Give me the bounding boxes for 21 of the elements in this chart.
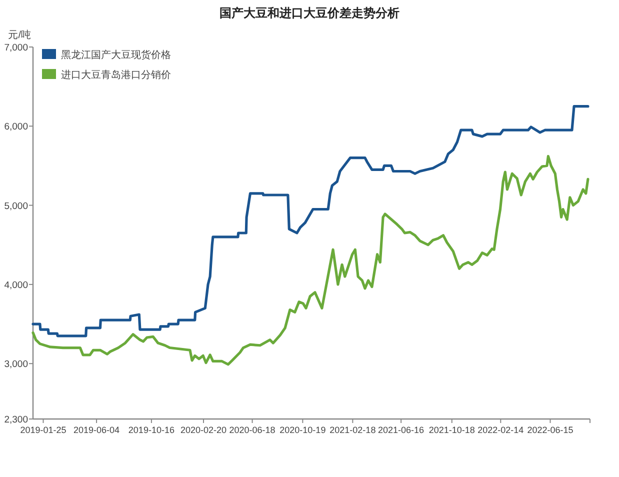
x-tick-label: 2020-02-20 <box>180 425 227 435</box>
x-tick-label: 2022-06-15 <box>527 425 574 435</box>
y-tick-label: 3,000 <box>4 359 28 370</box>
x-tick-label: 2020-06-18 <box>229 425 276 435</box>
x-tick-label: 2019-06-04 <box>74 425 120 435</box>
y-tick-label: 4,000 <box>4 280 28 291</box>
y-tick-label: 7,000 <box>4 42 28 54</box>
x-tick-label: 2019-10-16 <box>128 425 174 435</box>
chart-title: 国产大豆和进口大豆价差走势分析 <box>220 6 400 20</box>
y-tick-label: 5,000 <box>4 200 28 212</box>
x-tick-label: 2021-06-16 <box>378 425 424 435</box>
x-tick-label: 2022-02-14 <box>478 425 524 435</box>
legend-label: 进口大豆青岛港口分销价 <box>61 69 171 81</box>
y-tick-label: 2,300 <box>4 414 28 426</box>
x-tick-label: 2021-02-18 <box>330 425 376 435</box>
y-tick-label: 6,000 <box>4 122 28 133</box>
x-tick-label: 2019-01-25 <box>20 425 66 435</box>
y-axis-title: 元/吨 <box>8 29 31 41</box>
x-tick-label: 2020-10-19 <box>280 425 326 435</box>
legend-label: 黑龙江国产大豆现货价格 <box>61 49 171 61</box>
x-tick-label: 2021-10-18 <box>428 425 475 435</box>
